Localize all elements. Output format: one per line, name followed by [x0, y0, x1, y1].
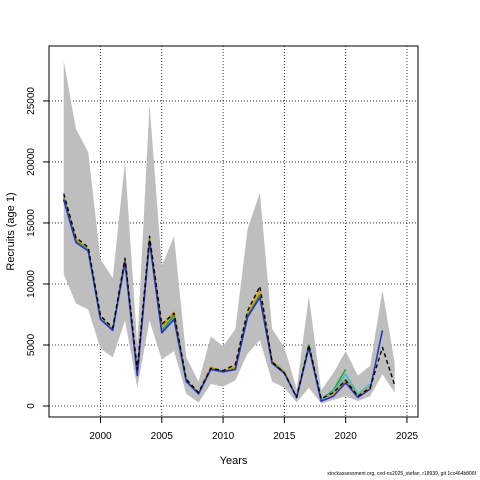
y-tick-label: 5000	[26, 333, 37, 356]
x-tick-label: 2025	[396, 431, 419, 442]
source-caption: stockassessment.org, cod-ns2025_stefan, …	[327, 471, 476, 477]
x-tick-label: 2015	[273, 431, 296, 442]
x-tick-label: 2000	[89, 431, 112, 442]
confidence-band	[63, 60, 395, 404]
confidence-band-area	[63, 60, 395, 404]
y-tick-label: 25000	[26, 87, 37, 115]
y-tick-label: 20000	[26, 148, 37, 176]
series-line-black	[63, 193, 396, 400]
y-axis-label: Recruits (age 1)	[5, 192, 17, 270]
x-tick-label: 2005	[151, 431, 174, 442]
y-tick-label: 0	[26, 403, 37, 409]
x-axis-label: Years	[220, 455, 248, 467]
x-tick-label: 2010	[212, 431, 235, 442]
x-axis: 2000 2005 2010 2015 2020 2025	[89, 416, 419, 442]
series-lines	[62, 193, 396, 402]
x-tick-label: 2020	[335, 431, 358, 442]
y-axis: 0 5000 10000 15000 20000 25000	[26, 87, 49, 409]
y-tick-label: 15000	[26, 209, 37, 237]
y-tick-label: 10000	[26, 270, 37, 298]
